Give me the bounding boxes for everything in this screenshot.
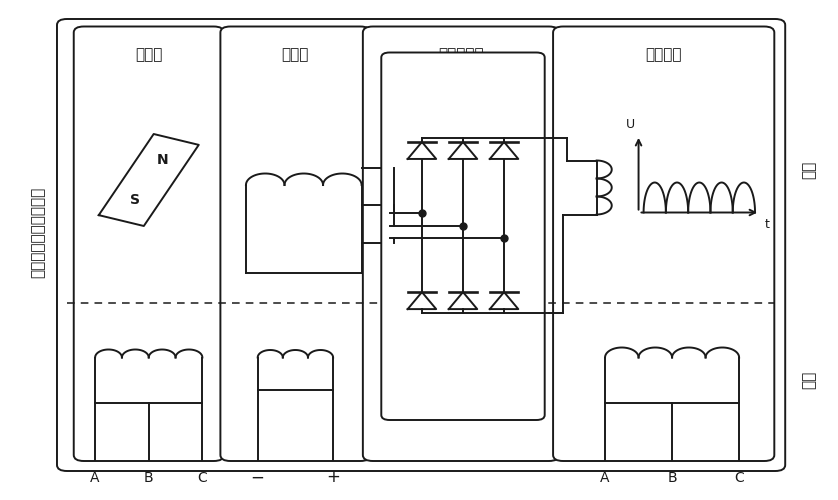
- Text: −: −: [251, 468, 265, 486]
- FancyBboxPatch shape: [363, 26, 559, 461]
- Text: 定子: 定子: [801, 371, 816, 389]
- Text: S: S: [130, 194, 140, 207]
- Text: B: B: [667, 470, 677, 484]
- Text: +: +: [326, 468, 340, 486]
- Text: 转子: 转子: [801, 161, 816, 179]
- Text: N: N: [157, 152, 168, 166]
- Text: U: U: [626, 118, 634, 131]
- Text: 永磁机: 永磁机: [135, 48, 163, 62]
- Text: 三级电励磁式同步电机: 三级电励磁式同步电机: [30, 187, 45, 278]
- FancyBboxPatch shape: [74, 26, 224, 461]
- Text: t: t: [764, 218, 769, 232]
- Text: 励磁机: 励磁机: [282, 48, 309, 62]
- Text: 旋转整流器: 旋转整流器: [438, 48, 484, 62]
- Text: A: A: [600, 470, 610, 484]
- Text: A: A: [91, 470, 100, 484]
- FancyBboxPatch shape: [553, 26, 774, 461]
- FancyBboxPatch shape: [220, 26, 370, 461]
- Text: C: C: [734, 470, 744, 484]
- Text: C: C: [198, 470, 207, 484]
- Text: B: B: [144, 470, 153, 484]
- Text: 主发电机: 主发电机: [645, 48, 682, 62]
- FancyBboxPatch shape: [381, 52, 545, 420]
- FancyBboxPatch shape: [57, 19, 785, 471]
